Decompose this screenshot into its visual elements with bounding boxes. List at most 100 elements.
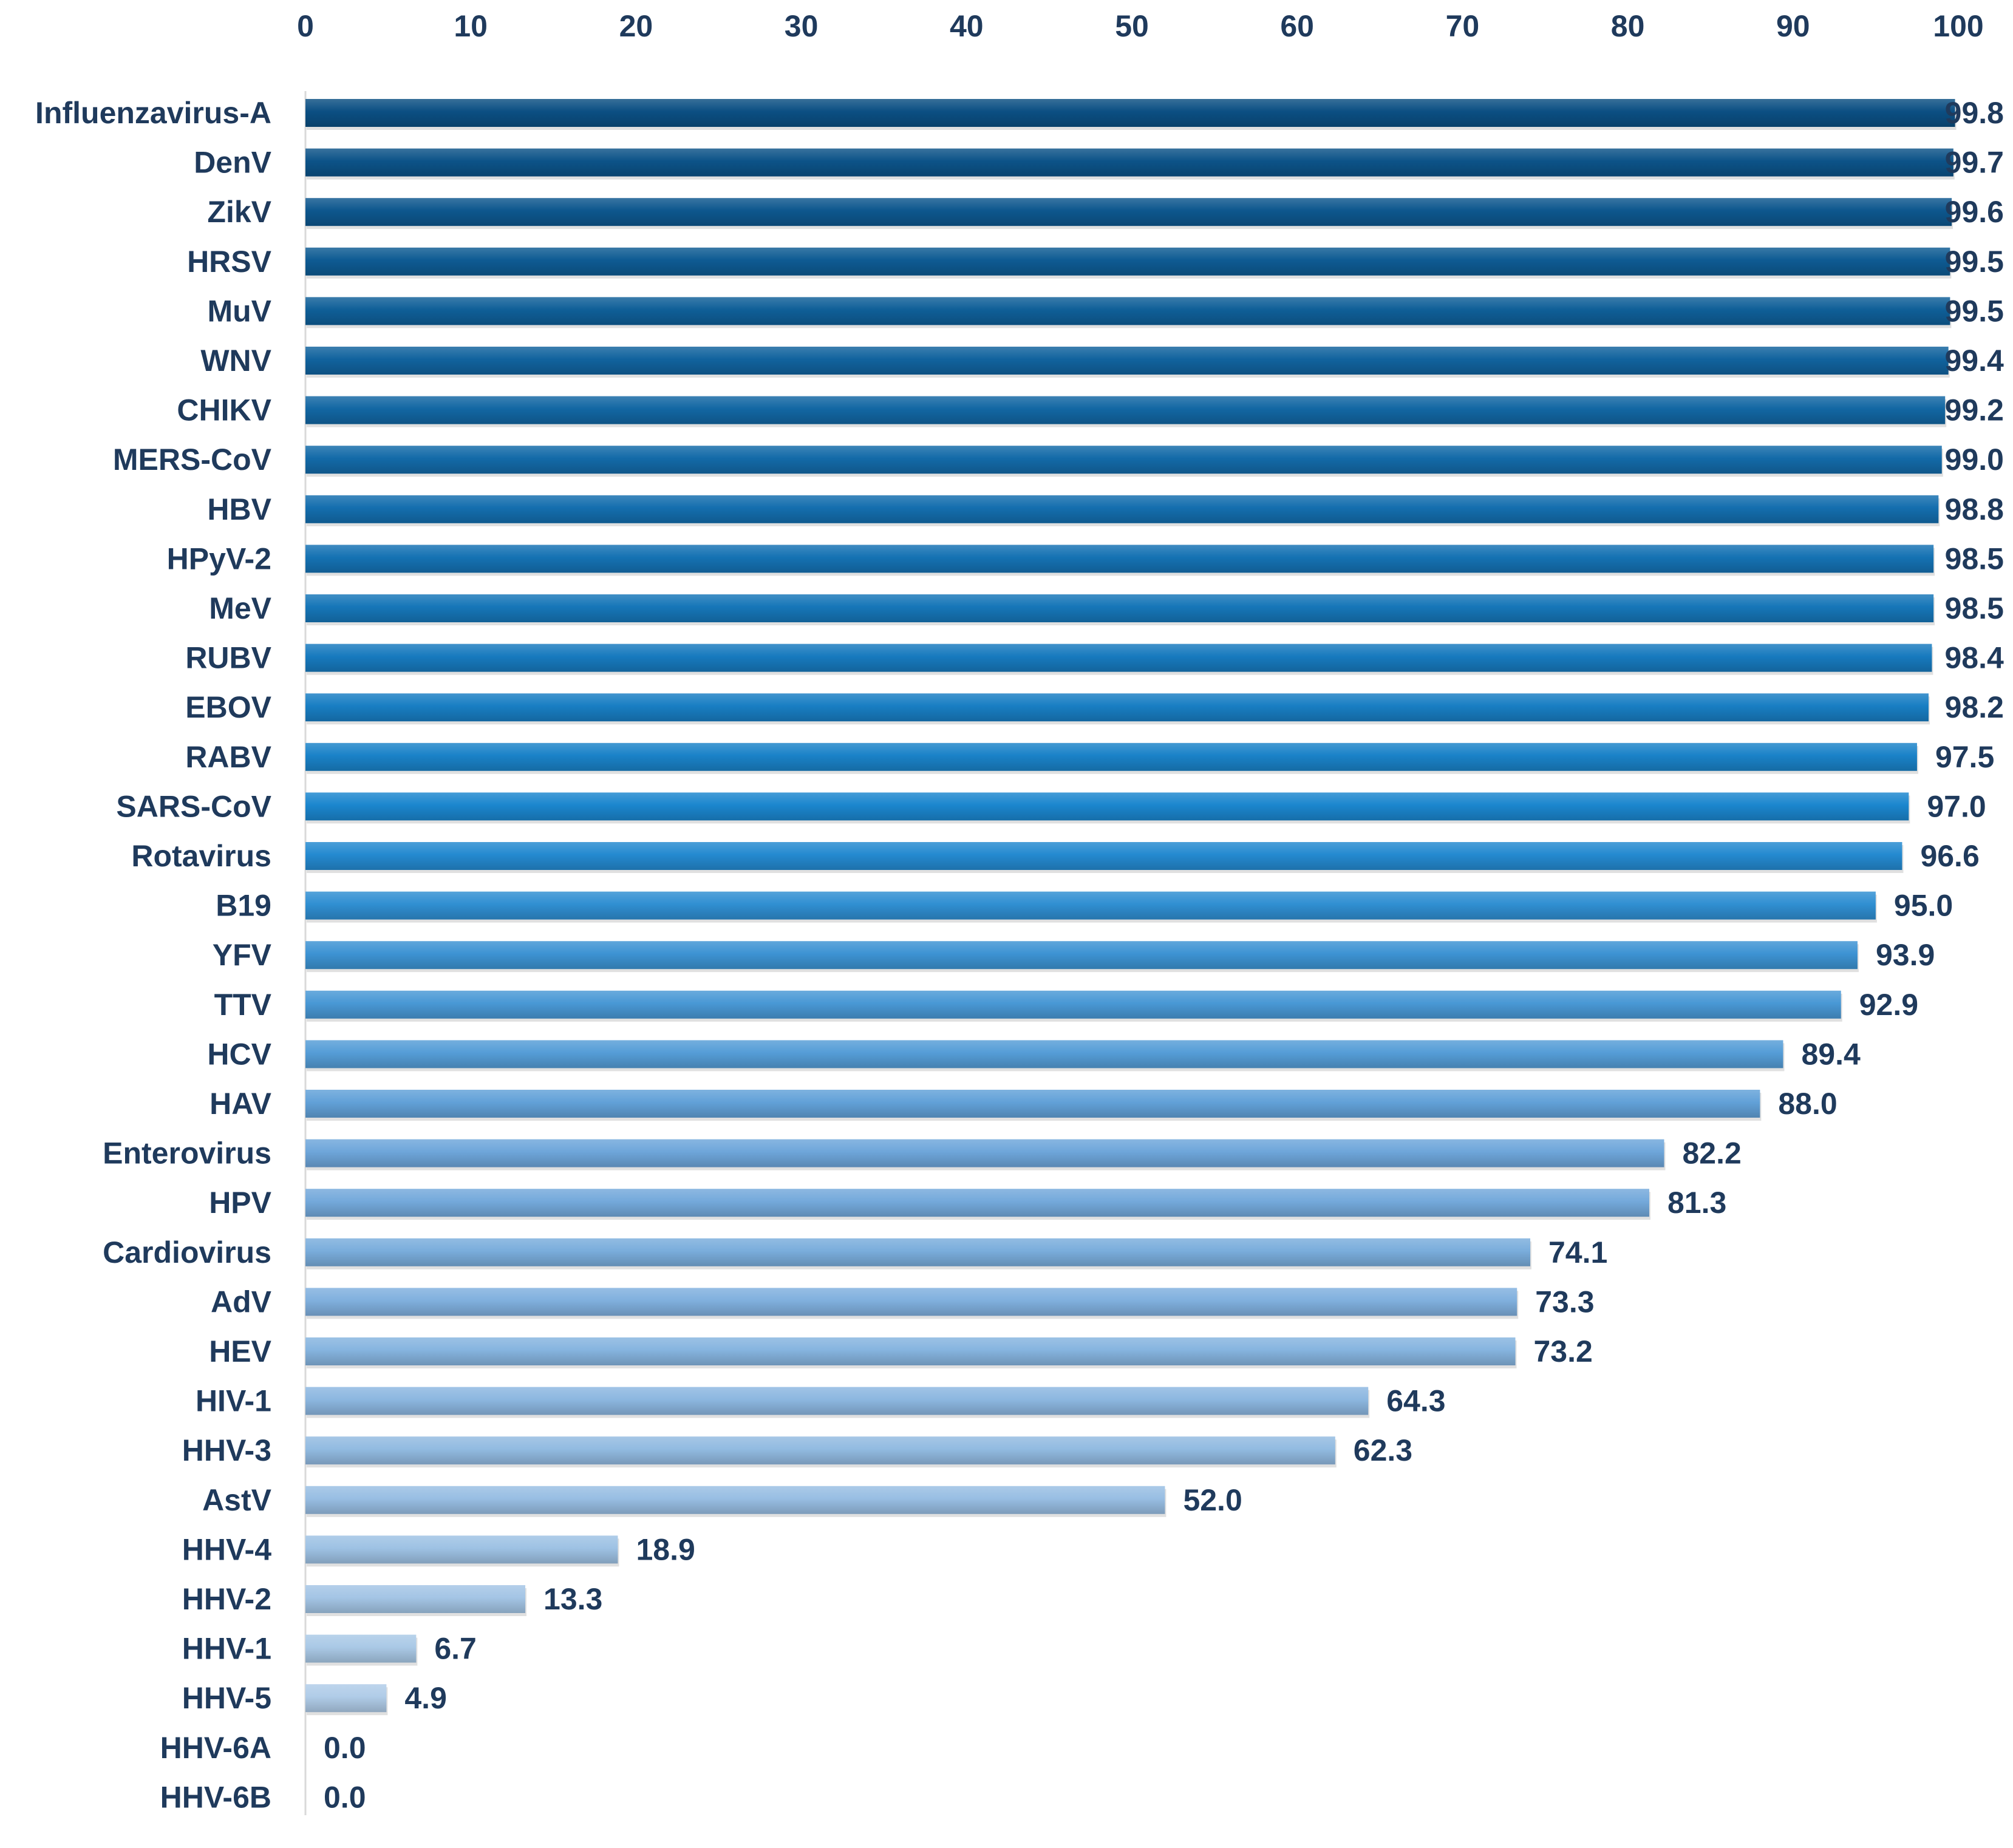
category-labels: Influenzavirus-A DenV ZikV HRSV MuV WNV CHIKV M…: [35, 96, 272, 1814]
category-label: HCV: [207, 1037, 271, 1071]
category-label: HIV-1: [196, 1384, 271, 1418]
bar: [305, 347, 1949, 375]
category-label: HHV-6B: [160, 1780, 271, 1814]
x-tick-label: 40: [950, 9, 984, 43]
x-tick-label: 100: [1933, 9, 1983, 43]
category-label: MERS-CoV: [113, 443, 272, 477]
bar: [305, 1337, 1516, 1365]
bar: [305, 792, 1909, 821]
bar: [305, 1684, 387, 1713]
value-label: 99.5: [1945, 245, 2004, 279]
bar: [305, 1238, 1531, 1266]
value-label: 99.2: [1945, 393, 2004, 427]
category-label: DenV: [194, 146, 271, 180]
bar: [305, 198, 1952, 226]
bar: [305, 1486, 1165, 1514]
value-label: 97.5: [1935, 740, 1994, 774]
bar: [305, 644, 1932, 672]
category-label: HBV: [207, 492, 271, 526]
category-label: HHV-2: [182, 1582, 271, 1616]
value-label: 98.5: [1945, 591, 2004, 625]
value-label: 74.1: [1548, 1235, 1607, 1269]
value-label: 52.0: [1183, 1483, 1242, 1517]
x-tick-label: 30: [785, 9, 819, 43]
x-tick-label: 0: [297, 9, 314, 43]
value-label: 92.9: [1859, 988, 1918, 1022]
x-tick-label: 60: [1280, 9, 1314, 43]
value-label: 62.3: [1354, 1433, 1412, 1467]
value-label: 0.0: [324, 1780, 366, 1814]
value-label: 82.2: [1682, 1136, 1741, 1170]
bar: [305, 1436, 1335, 1465]
bar: [305, 1288, 1517, 1316]
value-label: 73.3: [1535, 1285, 1594, 1319]
value-labels: 99.8 99.7 99.6 99.5 99.5 99.4 99.2 99.0 98.8 98.5…: [324, 96, 2004, 1814]
bar: [305, 891, 1876, 920]
category-label: Cardiovirus: [103, 1235, 271, 1269]
bar: [305, 495, 1939, 523]
value-label: 98.2: [1945, 690, 2004, 724]
bar: [305, 1585, 526, 1613]
category-label: Enterovirus: [103, 1136, 271, 1170]
value-label: 4.9: [404, 1681, 447, 1715]
category-label: TTV: [214, 988, 272, 1022]
x-tick-label: 80: [1611, 9, 1645, 43]
category-label: RUBV: [185, 641, 271, 675]
bar: [305, 990, 1841, 1019]
value-label: 97.0: [1927, 789, 1986, 823]
category-label: HHV-3: [182, 1433, 271, 1467]
value-label: 96.6: [1920, 839, 1979, 873]
category-label: AdV: [211, 1285, 272, 1319]
value-label: 98.5: [1945, 542, 2004, 576]
category-label: AstV: [202, 1483, 272, 1517]
category-label: CHIKV: [177, 393, 271, 427]
bar: [305, 99, 1955, 127]
category-label: HPV: [209, 1186, 271, 1220]
bar: [305, 1139, 1664, 1167]
bar: [305, 594, 1934, 622]
category-label: MeV: [209, 591, 271, 625]
bar: [305, 842, 1902, 870]
category-label: WNV: [200, 344, 271, 378]
bar: [305, 297, 1950, 325]
x-axis: 0 10 20 30 40 50 60 70 80 90 100: [297, 9, 1984, 1815]
bar: [305, 396, 1946, 424]
x-tick-label: 20: [619, 9, 653, 43]
value-label: 99.5: [1945, 294, 2004, 328]
value-label: 98.8: [1945, 492, 2004, 526]
value-label: 99.8: [1945, 96, 2004, 130]
value-label: 99.6: [1945, 195, 2004, 229]
value-label: 98.4: [1944, 641, 2004, 675]
bar: [305, 693, 1929, 722]
value-label: 89.4: [1801, 1037, 1861, 1071]
value-label: 99.0: [1945, 443, 2004, 477]
bars: [305, 99, 1957, 1716]
bar: [305, 1189, 1649, 1217]
bar: [305, 1535, 618, 1564]
x-tick-label: 50: [1115, 9, 1149, 43]
category-label: HEV: [209, 1334, 271, 1368]
bar: [305, 742, 1917, 771]
category-label: HAV: [209, 1087, 272, 1121]
bar: [305, 247, 1950, 276]
category-label: SARS-CoV: [116, 789, 271, 823]
value-label: 64.3: [1386, 1384, 1445, 1418]
value-label: 81.3: [1667, 1186, 1726, 1220]
bar: [305, 545, 1934, 573]
category-label: HHV-6A: [160, 1731, 271, 1765]
value-label: 93.9: [1876, 938, 1935, 972]
category-label: YFV: [213, 938, 272, 972]
category-label: HHV-1: [182, 1632, 271, 1666]
category-label: HHV-5: [182, 1681, 271, 1715]
category-label: EBOV: [185, 690, 271, 724]
x-tick-label: 70: [1446, 9, 1480, 43]
bar: [305, 148, 1953, 177]
value-label: 95.0: [1894, 889, 1953, 923]
category-label: Rotavirus: [131, 839, 271, 873]
bar: [305, 1387, 1369, 1415]
value-label: 6.7: [434, 1632, 477, 1666]
category-label: HPyV-2: [167, 542, 271, 576]
bar: [305, 1634, 417, 1663]
